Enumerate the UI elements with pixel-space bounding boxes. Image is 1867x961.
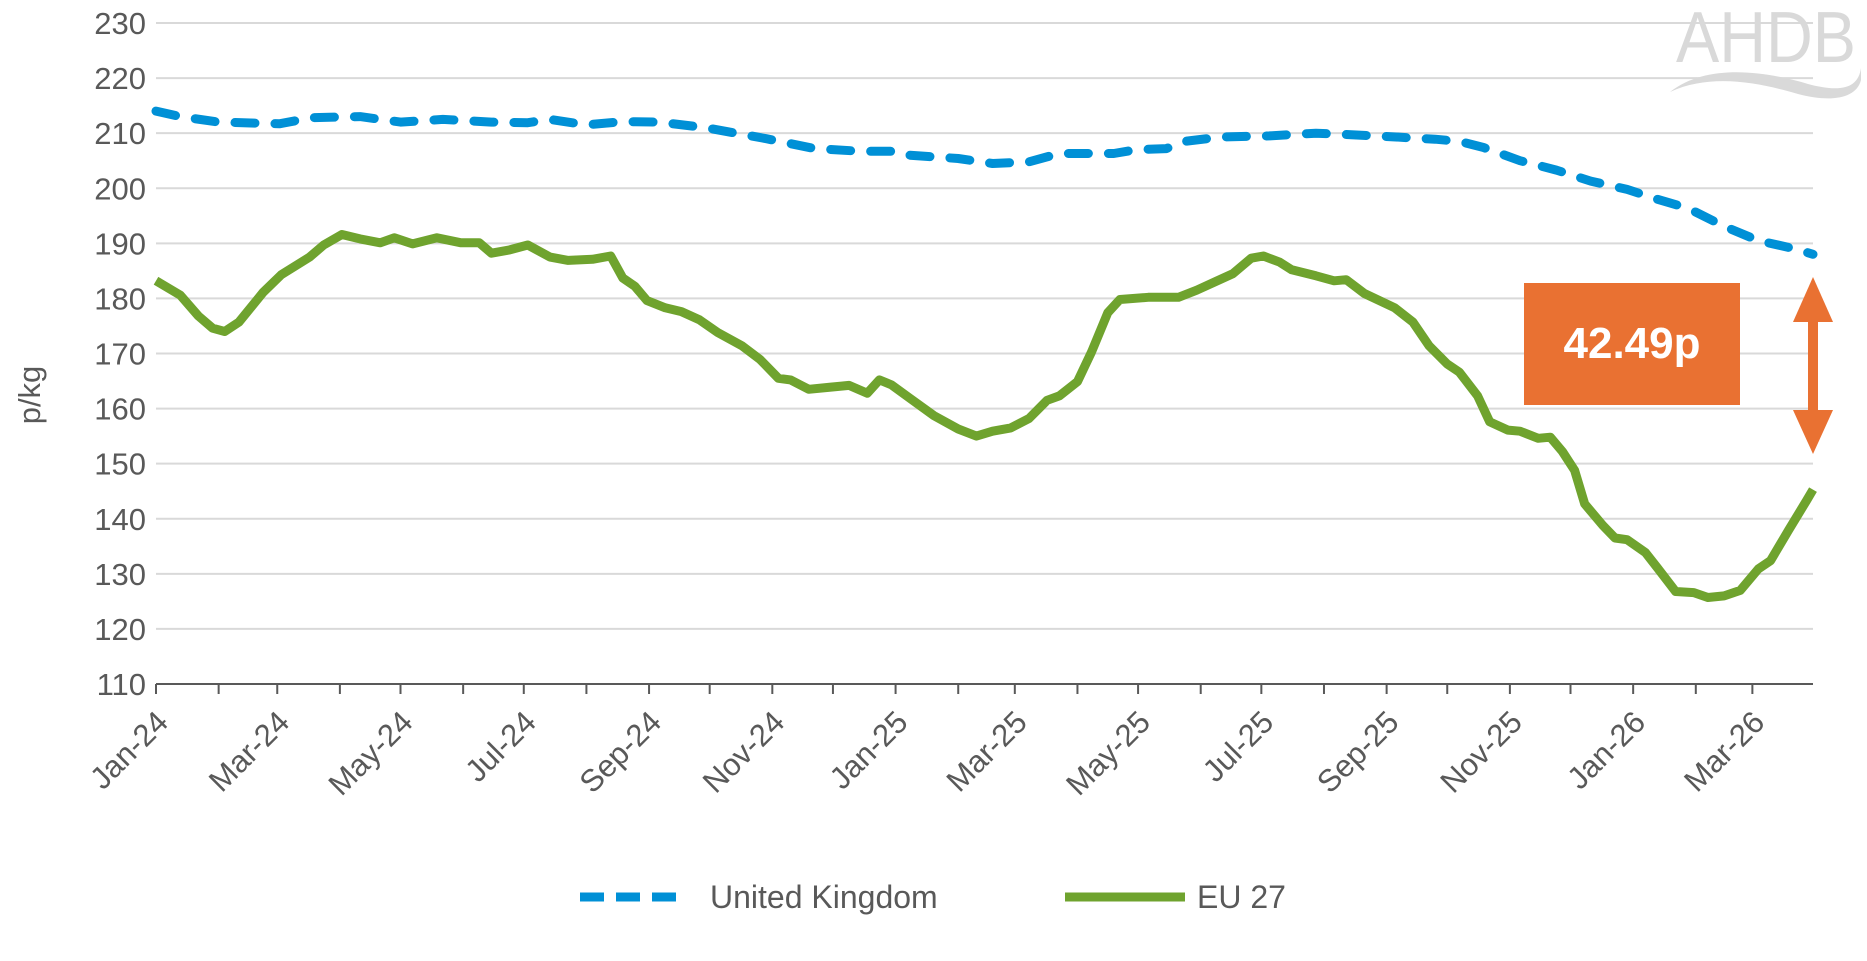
price-gap-value: 42.49p xyxy=(1563,319,1701,368)
gap-arrow-head-down xyxy=(1793,410,1833,454)
y-tick-label: 130 xyxy=(94,557,146,592)
legend-label-eu: EU 27 xyxy=(1197,879,1286,915)
x-tick-label: Mar-26 xyxy=(1677,704,1771,798)
y-tick-label: 170 xyxy=(94,337,146,372)
x-tick-label: Nov-24 xyxy=(696,704,791,799)
x-tick-label: Mar-25 xyxy=(940,704,1034,798)
gap-arrow xyxy=(1793,277,1833,454)
legend-label-uk: United Kingdom xyxy=(710,879,938,915)
x-tick-label: Sep-25 xyxy=(1310,704,1405,799)
y-tick-label: 110 xyxy=(97,667,146,702)
price-gap-callout: 42.49p xyxy=(1524,283,1740,405)
legend: United Kingdom EU 27 xyxy=(580,879,1286,915)
y-tick-label: 140 xyxy=(94,502,146,537)
y-tick-label: 210 xyxy=(94,116,146,151)
x-tick-label: Jan-26 xyxy=(1560,704,1652,796)
x-tick-label: May-24 xyxy=(322,704,420,802)
x-tick-label: Jan-24 xyxy=(83,704,175,796)
y-tick-label: 150 xyxy=(94,447,146,482)
x-tick-label: Jan-25 xyxy=(823,704,915,796)
y-tick-label: 190 xyxy=(94,226,146,261)
y-axis: 110 120 130 140 150 160 170 180 190 200 210 220 230 xyxy=(94,6,146,702)
series-line-united-kingdom xyxy=(151,106,1818,259)
x-tick-label: Jul-24 xyxy=(458,704,542,788)
x-tick-label: Sep-24 xyxy=(573,704,668,799)
y-tick-label: 160 xyxy=(94,392,146,427)
x-tick-label: Nov-25 xyxy=(1433,704,1528,799)
x-axis: Jan-24 Mar-24 May-24 Jul-24 Sep-24 Nov-24 Jan-… xyxy=(83,683,1813,802)
svg-text:AHDB: AHDB xyxy=(1676,0,1856,78)
ahdb-logo: AHDB xyxy=(1670,0,1861,99)
series-line-eu-27 xyxy=(153,230,1817,602)
gap-arrow-head-up xyxy=(1793,277,1833,322)
x-tick-label: Jul-25 xyxy=(1196,704,1280,788)
series-lines xyxy=(151,106,1818,602)
gridlines xyxy=(156,22,1813,630)
y-tick-label: 200 xyxy=(94,171,146,206)
y-axis-label: p/kg xyxy=(12,366,47,425)
y-tick-label: 180 xyxy=(94,281,146,316)
x-tick-label: May-25 xyxy=(1059,704,1157,802)
x-tick-label: Mar-24 xyxy=(202,704,296,798)
y-tick-label: 120 xyxy=(94,612,146,647)
y-tick-label: 230 xyxy=(94,6,146,41)
y-tick-label: 220 xyxy=(94,61,146,96)
